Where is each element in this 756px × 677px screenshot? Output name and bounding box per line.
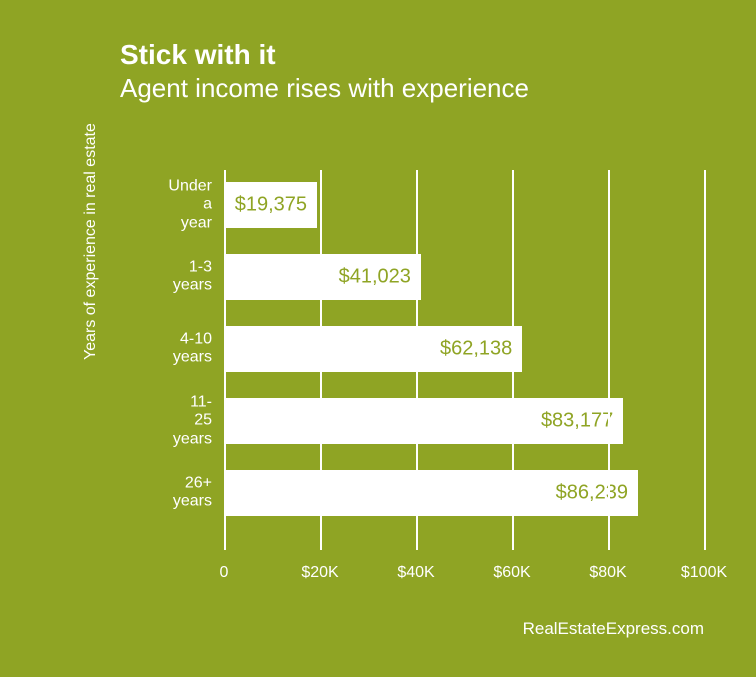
chart-subtitle: Agent income rises with experience <box>120 73 529 104</box>
bar-row: 1-3 years$41,023 <box>224 254 704 300</box>
x-tick-label: $60K <box>493 564 530 582</box>
bar-row: 4-10 years$62,138 <box>224 326 704 372</box>
category-label: Under a year <box>168 177 212 232</box>
bars-container: Under a year$19,375 1-3 years$41,023 4-10 … <box>224 182 704 516</box>
gridline <box>608 170 610 550</box>
gridline <box>512 170 514 550</box>
bar-row: 26+ years$86,239 <box>224 470 704 516</box>
bar-value-label: $86,239 <box>556 482 628 505</box>
bar-value-label: $41,023 <box>339 266 411 289</box>
chart-canvas: Stick with it Agent income rises with ex… <box>0 0 756 677</box>
y-axis-label: Years of experience in real estate <box>82 123 100 360</box>
title-block: Stick with it Agent income rises with ex… <box>120 40 529 104</box>
x-tick-label: $20K <box>301 564 338 582</box>
x-tick-label: $100K <box>681 564 727 582</box>
gridline <box>416 170 418 550</box>
plot-area: Under a year$19,375 1-3 years$41,023 4-10 … <box>224 170 704 550</box>
gridline <box>224 170 226 550</box>
bar-value-label: $19,375 <box>235 194 307 217</box>
category-label: 1-3 years <box>173 259 212 296</box>
chart-title: Stick with it <box>120 40 529 71</box>
bar-row: 11-25 years$83,177 <box>224 398 704 444</box>
x-tick-label: $80K <box>589 564 626 582</box>
x-tick-label: 0 <box>220 564 229 582</box>
category-label: 11-25 years <box>173 393 212 448</box>
bar-value-label: $62,138 <box>440 338 512 361</box>
bar-value-label: $83,177 <box>541 410 613 433</box>
attribution: RealEstateExpress.com <box>523 619 704 639</box>
category-label: 26+ years <box>173 475 212 512</box>
gridline <box>704 170 706 550</box>
bar-row: Under a year$19,375 <box>224 182 704 228</box>
x-tick-label: $40K <box>397 564 434 582</box>
gridline <box>320 170 322 550</box>
category-label: 4-10 years <box>173 331 212 368</box>
